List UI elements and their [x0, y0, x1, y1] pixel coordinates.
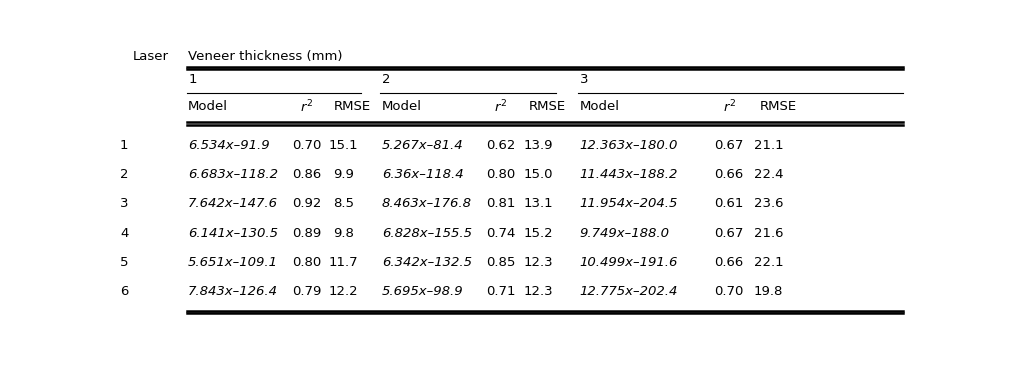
Text: 0.92: 0.92 — [292, 198, 322, 210]
Text: 12.775x–202.4: 12.775x–202.4 — [579, 285, 678, 298]
Text: 5.267x–81.4: 5.267x–81.4 — [381, 139, 463, 152]
Text: 7.642x–147.6: 7.642x–147.6 — [188, 198, 278, 210]
Text: 23.6: 23.6 — [754, 198, 783, 210]
Text: 0.80: 0.80 — [292, 256, 321, 269]
Text: 9.8: 9.8 — [333, 227, 353, 240]
Text: 11.954x–204.5: 11.954x–204.5 — [579, 198, 678, 210]
Text: 12.3: 12.3 — [524, 256, 553, 269]
Text: 7.843x–126.4: 7.843x–126.4 — [188, 285, 278, 298]
Text: 6.828x–155.5: 6.828x–155.5 — [381, 227, 472, 240]
Text: 9.9: 9.9 — [333, 168, 353, 181]
Text: 0.70: 0.70 — [292, 139, 322, 152]
Text: 6: 6 — [120, 285, 128, 298]
Text: 5.651x–109.1: 5.651x–109.1 — [188, 256, 278, 269]
Text: Model: Model — [579, 100, 620, 113]
Text: 5: 5 — [120, 256, 128, 269]
Text: 2: 2 — [120, 168, 128, 181]
Text: 0.80: 0.80 — [485, 168, 515, 181]
Text: 15.2: 15.2 — [524, 227, 553, 240]
Text: $r^{2}$: $r^{2}$ — [494, 98, 508, 115]
Text: 6.683x–118.2: 6.683x–118.2 — [188, 168, 278, 181]
Text: 6.141x–130.5: 6.141x–130.5 — [188, 227, 278, 240]
Text: 0.85: 0.85 — [485, 256, 516, 269]
Text: 13.9: 13.9 — [524, 139, 553, 152]
Text: 12.2: 12.2 — [328, 285, 358, 298]
Text: Model: Model — [381, 100, 422, 113]
Text: 19.8: 19.8 — [754, 285, 783, 298]
Text: Laser: Laser — [132, 49, 169, 63]
Text: 6.342x–132.5: 6.342x–132.5 — [381, 256, 472, 269]
Text: 0.67: 0.67 — [714, 227, 744, 240]
Text: 9.749x–188.0: 9.749x–188.0 — [579, 227, 670, 240]
Text: 21.6: 21.6 — [754, 227, 783, 240]
Text: 12.3: 12.3 — [524, 285, 553, 298]
Text: 3: 3 — [120, 198, 128, 210]
Text: 8.463x–176.8: 8.463x–176.8 — [381, 198, 472, 210]
Text: 22.4: 22.4 — [754, 168, 783, 181]
Text: 6.36x–118.4: 6.36x–118.4 — [381, 168, 463, 181]
Text: Veneer thickness (mm): Veneer thickness (mm) — [188, 49, 343, 63]
Text: 0.62: 0.62 — [485, 139, 516, 152]
Text: 13.1: 13.1 — [524, 198, 553, 210]
Text: 15.0: 15.0 — [524, 168, 553, 181]
Text: 3: 3 — [579, 74, 588, 86]
Text: RMSE: RMSE — [529, 100, 566, 113]
Text: 1: 1 — [120, 139, 128, 152]
Text: 11.7: 11.7 — [328, 256, 358, 269]
Text: RMSE: RMSE — [334, 100, 371, 113]
Text: 1: 1 — [188, 74, 197, 86]
Text: $r^{2}$: $r^{2}$ — [301, 98, 314, 115]
Text: 21.1: 21.1 — [754, 139, 783, 152]
Text: 0.67: 0.67 — [714, 139, 744, 152]
Text: 0.66: 0.66 — [714, 168, 744, 181]
Text: 0.74: 0.74 — [485, 227, 516, 240]
Text: 0.81: 0.81 — [485, 198, 516, 210]
Text: 11.443x–188.2: 11.443x–188.2 — [579, 168, 678, 181]
Text: 0.86: 0.86 — [292, 168, 321, 181]
Text: $r^{2}$: $r^{2}$ — [722, 98, 736, 115]
Text: 10.499x–191.6: 10.499x–191.6 — [579, 256, 678, 269]
Text: Model: Model — [188, 100, 228, 113]
Text: 0.71: 0.71 — [485, 285, 516, 298]
Text: 5.695x–98.9: 5.695x–98.9 — [381, 285, 463, 298]
Text: 22.1: 22.1 — [754, 256, 783, 269]
Text: RMSE: RMSE — [760, 100, 796, 113]
Text: 6.534x–91.9: 6.534x–91.9 — [188, 139, 269, 152]
Text: 0.66: 0.66 — [714, 256, 744, 269]
Text: 2: 2 — [381, 74, 390, 86]
Text: 0.70: 0.70 — [714, 285, 744, 298]
Text: 0.79: 0.79 — [292, 285, 322, 298]
Text: 15.1: 15.1 — [328, 139, 358, 152]
Text: 0.89: 0.89 — [292, 227, 321, 240]
Text: 12.363x–180.0: 12.363x–180.0 — [579, 139, 678, 152]
Text: 4: 4 — [120, 227, 128, 240]
Text: 0.61: 0.61 — [714, 198, 744, 210]
Text: 8.5: 8.5 — [333, 198, 353, 210]
